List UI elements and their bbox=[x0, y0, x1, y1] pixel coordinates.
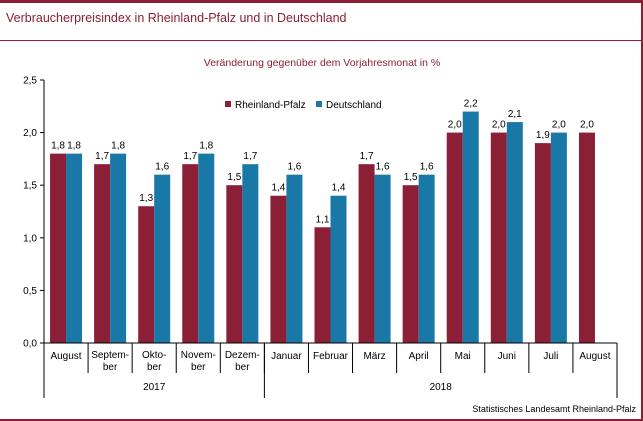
y-tick-label: 0,0 bbox=[23, 339, 37, 350]
data-label: 2,1 bbox=[508, 109, 522, 120]
x-tick-label: April bbox=[409, 351, 429, 362]
bar-rheinland-pfalz bbox=[402, 185, 419, 343]
bar-rheinland-pfalz bbox=[490, 132, 507, 343]
data-label: 1,4 bbox=[271, 183, 285, 194]
data-label: 1,8 bbox=[199, 141, 213, 152]
bar-rheinland-pfalz bbox=[578, 132, 595, 343]
bar-rheinland-pfalz bbox=[446, 132, 463, 343]
legend-label-deutschland: Deutschland bbox=[326, 100, 382, 111]
top-border bbox=[0, 0, 643, 3]
page-title: Verbraucherpreisindex in Rheinland-Pfalz… bbox=[6, 11, 347, 25]
data-label: 2,0 bbox=[552, 120, 566, 131]
bar-rheinland-pfalz bbox=[182, 164, 199, 343]
bar-deutschland bbox=[66, 153, 83, 343]
x-tick-label: August bbox=[579, 351, 610, 362]
x-year-label: 2017 bbox=[143, 382, 166, 393]
data-label: 1,5 bbox=[404, 172, 418, 183]
data-label: 1,1 bbox=[316, 214, 330, 225]
bottom-border bbox=[0, 419, 643, 421]
bar-deutschland bbox=[330, 195, 347, 343]
x-tick-label: Novem- bbox=[181, 350, 216, 361]
legend-swatch-deutschland bbox=[316, 101, 322, 107]
bar-deutschland bbox=[242, 164, 259, 343]
y-tick-label: 0,5 bbox=[23, 286, 37, 297]
x-tick-label: Januar bbox=[271, 351, 302, 362]
data-label: 1,6 bbox=[376, 162, 390, 173]
bar-rheinland-pfalz bbox=[138, 206, 155, 343]
data-label: 2,0 bbox=[492, 120, 506, 131]
legend-label-rheinland-pfalz: Rheinland-Pfalz bbox=[235, 100, 306, 111]
x-tick-label: Septem- bbox=[91, 350, 129, 361]
data-label: 1,3 bbox=[139, 193, 153, 204]
y-tick-label: 2,0 bbox=[23, 128, 37, 139]
chart-subtitle: Veränderung gegenüber dem Vorjahresmonat… bbox=[204, 57, 440, 69]
bar-rheinland-pfalz bbox=[94, 164, 111, 343]
bar-deutschland bbox=[374, 174, 391, 343]
x-tick-label-line2: ber bbox=[147, 362, 162, 373]
x-tick-label: August bbox=[50, 351, 81, 362]
data-label: 1,9 bbox=[536, 130, 550, 141]
data-label: 1,8 bbox=[51, 141, 65, 152]
x-tick-label: Dezem- bbox=[225, 350, 260, 361]
bar-deutschland bbox=[506, 122, 523, 343]
data-label: 2,0 bbox=[580, 120, 594, 131]
data-label: 1,7 bbox=[360, 151, 374, 162]
bar-deutschland bbox=[418, 174, 435, 343]
x-tick-label: Okto- bbox=[142, 350, 166, 361]
x-tick-label: Februar bbox=[313, 351, 349, 362]
data-label: 1,7 bbox=[243, 151, 257, 162]
x-tick-label: März bbox=[363, 351, 385, 362]
x-tick-label: Juli bbox=[543, 351, 558, 362]
bar-rheinland-pfalz bbox=[226, 185, 243, 343]
data-label: 1,8 bbox=[111, 141, 125, 152]
x-tick-label-line2: ber bbox=[103, 362, 118, 373]
title-divider bbox=[0, 40, 643, 41]
right-border bbox=[641, 0, 643, 421]
y-tick-label: 2,5 bbox=[23, 76, 37, 87]
data-label: 1,7 bbox=[183, 151, 197, 162]
data-label: 1,6 bbox=[155, 162, 169, 173]
bar-deutschland bbox=[110, 153, 127, 343]
bar-deutschland bbox=[462, 111, 479, 343]
x-tick-label-line2: ber bbox=[191, 362, 206, 373]
x-tick-label-line2: ber bbox=[235, 362, 250, 373]
bar-rheinland-pfalz bbox=[534, 143, 551, 343]
bar-rheinland-pfalz bbox=[50, 153, 67, 343]
bar-deutschland bbox=[286, 174, 303, 343]
bar-rheinland-pfalz bbox=[270, 195, 287, 343]
x-tick-label: Mai bbox=[455, 351, 471, 362]
x-year-label: 2018 bbox=[430, 382, 453, 393]
bar-deutschland bbox=[154, 174, 171, 343]
data-label: 1,6 bbox=[420, 162, 434, 173]
bar-deutschland bbox=[550, 132, 567, 343]
data-label: 1,5 bbox=[227, 172, 241, 183]
source-note: Statistisches Landesamt Rheinland-Pfalz bbox=[472, 404, 636, 414]
data-label: 2,2 bbox=[464, 99, 478, 110]
x-tick-label: Juni bbox=[498, 351, 516, 362]
data-label: 1,6 bbox=[287, 162, 301, 173]
bar-rheinland-pfalz bbox=[314, 227, 331, 343]
data-label: 1,4 bbox=[332, 183, 346, 194]
data-label: 2,0 bbox=[448, 120, 462, 131]
y-tick-label: 1,0 bbox=[23, 233, 37, 244]
data-label: 1,8 bbox=[67, 141, 81, 152]
y-tick-label: 1,5 bbox=[23, 181, 37, 192]
bar-deutschland bbox=[198, 153, 215, 343]
data-label: 1,7 bbox=[95, 151, 109, 162]
legend-swatch-rheinland-pfalz bbox=[225, 101, 231, 107]
bar-rheinland-pfalz bbox=[358, 164, 375, 343]
